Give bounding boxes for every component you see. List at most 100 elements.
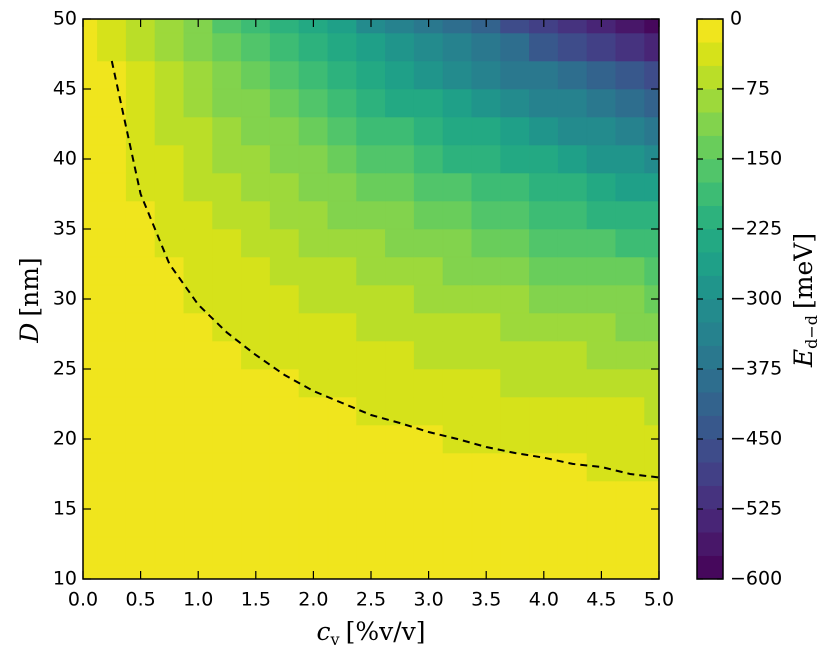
cbar-label-subscript: d−d — [802, 315, 821, 349]
contour-cell — [644, 564, 660, 580]
contour-cell — [97, 144, 127, 174]
contour-cell — [557, 284, 588, 314]
contour-cell — [471, 172, 501, 202]
contour-cell — [500, 88, 530, 118]
contour-cell — [356, 536, 386, 566]
contour-line — [110, 60, 660, 479]
contour-cell — [298, 172, 329, 202]
colorbar-tick-label: −225 — [730, 218, 782, 240]
contour-cell — [212, 228, 242, 258]
contour-cell — [327, 18, 357, 34]
colorbar-band — [696, 298, 724, 323]
contour-cell — [442, 60, 473, 90]
contour-cell — [327, 256, 357, 286]
contour-cell — [154, 18, 185, 34]
contour-cell — [241, 228, 271, 258]
contour-cell — [529, 256, 559, 286]
contour-cell — [298, 368, 329, 398]
contour-cell — [385, 312, 415, 342]
contour-cell — [471, 88, 501, 118]
contour-cell — [125, 312, 156, 342]
contour-cell — [97, 424, 127, 454]
contour-cell — [500, 144, 530, 174]
contour-cell — [500, 284, 530, 314]
contour-cell — [500, 396, 530, 426]
colorbar-band — [696, 135, 724, 160]
contour-cell — [298, 116, 329, 146]
colorbar-band — [696, 65, 724, 90]
contour-cell — [212, 452, 242, 482]
contour-cell — [615, 116, 645, 146]
contour-cell — [125, 88, 156, 118]
contour-cell — [413, 340, 444, 370]
contour-cell — [356, 144, 386, 174]
contour-cell — [97, 88, 127, 118]
contour-cell — [413, 88, 444, 118]
contour-cell — [154, 116, 185, 146]
contour-cell — [385, 396, 415, 426]
contour-cell — [327, 88, 357, 118]
contour-cell — [356, 88, 386, 118]
contour-cell — [442, 312, 473, 342]
contour-cell — [183, 452, 213, 482]
contour-cell — [327, 424, 357, 454]
contour-cell — [385, 32, 415, 62]
contour-cell — [154, 452, 185, 482]
x-axis-label: cv [%v/v] — [317, 617, 426, 649]
contour-cell — [298, 88, 329, 118]
contour-cell — [269, 18, 300, 34]
contour-cell — [82, 172, 98, 202]
contour-cell — [644, 312, 660, 342]
contour-cell — [327, 452, 357, 482]
contour-cell — [269, 536, 300, 566]
contour-cell — [471, 32, 501, 62]
contour-cell — [615, 18, 645, 34]
cbar-label-symbol: E — [789, 349, 818, 368]
contour-cell — [269, 368, 300, 398]
contour-cell — [413, 284, 444, 314]
colorbar-tick-label: −525 — [730, 498, 782, 520]
contour-cell — [97, 396, 127, 426]
contour-cell — [327, 284, 357, 314]
contour-cell — [644, 172, 660, 202]
contour-cell — [82, 508, 98, 538]
contour-cell — [557, 32, 588, 62]
contour-cell — [82, 256, 98, 286]
contour-cell — [615, 368, 645, 398]
contour-cell — [154, 60, 185, 90]
contour-cell — [500, 256, 530, 286]
contour-cell — [586, 172, 617, 202]
contour-cell — [327, 200, 357, 230]
contour-cell — [241, 60, 271, 90]
y-tick-label: 25 — [53, 358, 77, 380]
contour-cell — [183, 116, 213, 146]
contour-cell — [442, 368, 473, 398]
contour-cell — [413, 116, 444, 146]
contour-cell — [557, 564, 588, 580]
colorbar-band — [696, 252, 724, 276]
contour-cell — [97, 32, 127, 62]
contour-cell — [154, 284, 185, 314]
contour-cell — [615, 312, 645, 342]
contour-cell — [615, 200, 645, 230]
contour-cell — [82, 60, 98, 90]
x-label-symbol: c — [317, 617, 331, 646]
contour-cell — [500, 228, 530, 258]
contour-cell — [442, 116, 473, 146]
contour-cell — [557, 480, 588, 510]
contour-cell — [97, 480, 127, 510]
contour-cell — [97, 284, 127, 314]
contour-cell — [500, 368, 530, 398]
y-tick-label: 50 — [53, 8, 77, 30]
x-label-unit: [%v/v] — [346, 617, 426, 646]
contour-cell — [586, 88, 617, 118]
contour-cell — [615, 172, 645, 202]
contour-cell — [413, 480, 444, 510]
contour-cell — [183, 228, 213, 258]
colorbar-band — [696, 228, 724, 253]
contour-cell — [615, 396, 645, 426]
contour-cell — [269, 284, 300, 314]
contour-cell — [212, 200, 242, 230]
contour-cell — [529, 396, 559, 426]
